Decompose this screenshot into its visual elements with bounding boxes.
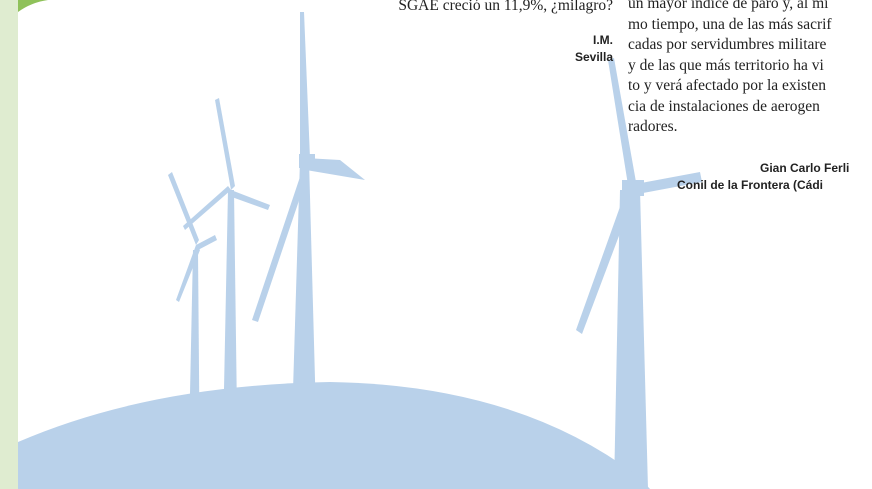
- text-line: cadas por servidumbres militare: [628, 35, 826, 54]
- signature-location: Conil de la Frontera (Cádi: [677, 178, 823, 192]
- signature-name: I.M.: [593, 33, 613, 47]
- text-line: to y verá afectado por la existen: [628, 76, 826, 95]
- signature-name: Gian Carlo Ferli: [760, 161, 849, 175]
- text-line: mo tiempo, una de las más sacrif: [628, 15, 832, 34]
- text-line: radores.: [628, 117, 678, 136]
- text-line: cia de instalaciones de aerogen: [628, 97, 820, 116]
- page: SGAE creció un 11,9%, ¿milagro? I.M. Sev…: [0, 0, 872, 489]
- wind-turbines: [18, 12, 702, 489]
- green-circle: [18, 0, 72, 12]
- text-line: un mayor índice de paro y, al mi: [628, 0, 828, 13]
- side-bar: [0, 0, 18, 489]
- signature-location: Sevilla: [575, 50, 613, 64]
- text-line: SGAE creció un 11,9%, ¿milagro?: [398, 0, 613, 15]
- text-line: y de las que más territorio ha vi: [628, 56, 824, 75]
